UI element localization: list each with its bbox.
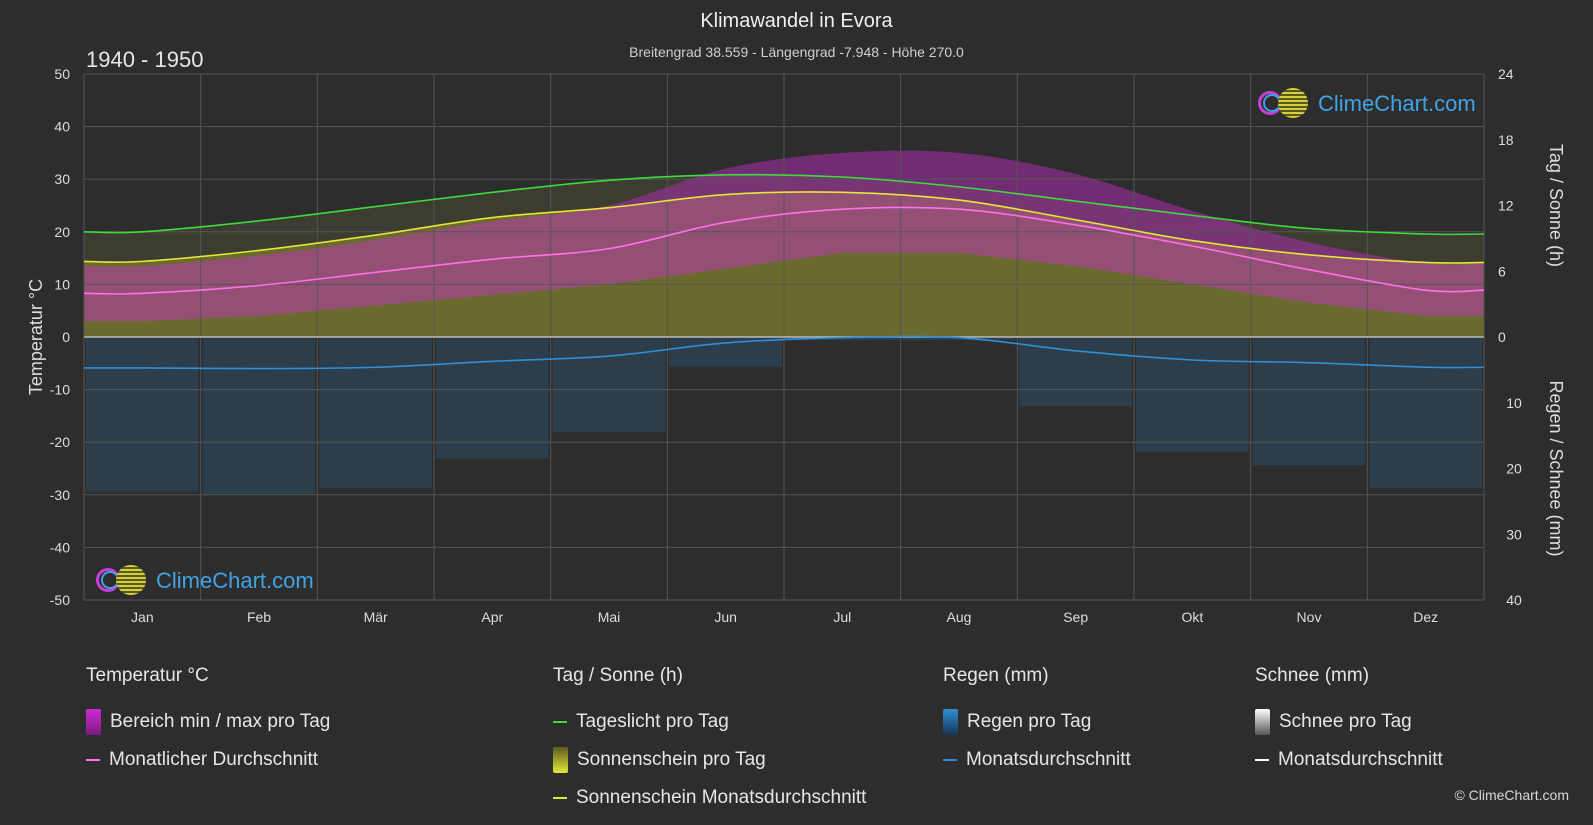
month-label: Feb	[247, 609, 271, 625]
snow-swatch	[1255, 709, 1270, 735]
month-label: Apr	[481, 609, 503, 625]
rain-bar	[1252, 337, 1366, 466]
right-hours-tick-label: 0	[1498, 329, 1506, 345]
legend-temperature: Temperatur °C Bereich min / max pro Tag …	[86, 665, 330, 779]
month-label: Aug	[947, 609, 972, 625]
left-tick-label: 20	[54, 224, 70, 240]
legend-sun: Tag / Sonne (h) Tageslicht pro Tag Sonne…	[553, 665, 866, 817]
rain-bar	[786, 337, 899, 341]
legend-label: Sonnenschein Monatsdurchschnitt	[576, 787, 867, 808]
left-tick-label: 0	[62, 329, 70, 345]
month-label: Nov	[1297, 609, 1322, 625]
daylight-line	[83, 173, 1485, 236]
sunshine-avg-line	[83, 191, 1485, 264]
rain-avg-line	[83, 335, 1485, 370]
period-label: 1940 - 1950	[86, 47, 204, 72]
rain-bar	[1369, 337, 1482, 489]
rain-bar	[902, 337, 1016, 341]
left-axis-title: Temperatur °C	[26, 279, 46, 395]
right-axis-title-top: Tag / Sonne (h)	[1546, 144, 1566, 267]
right-precip-tick-label: 20	[1506, 461, 1522, 477]
logo-bottom: ClimeChart.com	[96, 565, 314, 597]
logo-icon	[1258, 88, 1312, 120]
right-hours-tick-label: 18	[1498, 132, 1514, 148]
left-tick-label: 30	[54, 171, 70, 187]
legend-item-range: Bereich min / max pro Tag	[86, 703, 330, 741]
snow-avg-swatch	[1255, 759, 1269, 761]
left-tick-label: -30	[50, 487, 70, 503]
month-label: Dez	[1413, 609, 1438, 625]
month-label: Jul	[833, 609, 851, 625]
month-label: Mai	[598, 609, 621, 625]
chart-subtitle: Breitengrad 38.559 - Längengrad -7.948 -…	[629, 44, 964, 60]
legend-label: Schnee pro Tag	[1279, 711, 1412, 732]
month-label: Sep	[1063, 609, 1088, 625]
axes-layer: 50 40 30 20 10 0 -10 -20 -30 -40 -50 24 18 12 6 0 10 20 30…	[26, 66, 1566, 625]
sunavg-swatch	[553, 797, 567, 799]
legend-label: Sonnenschein pro Tag	[577, 749, 766, 770]
legend-label: Monatsdurchschnitt	[1278, 749, 1443, 770]
legend-snow: Schnee (mm) Schnee pro Tag Monatsdurchsc…	[1255, 665, 1443, 779]
rain-avg-swatch	[943, 759, 957, 761]
grid-layer	[83, 73, 1485, 601]
legend-label: Bereich min / max pro Tag	[110, 711, 331, 732]
legend-rain: Regen (mm) Regen pro Tag Monatsdurchschn…	[943, 665, 1131, 779]
logo-text: ClimeChart.com	[1318, 91, 1476, 116]
rain-bar	[436, 337, 549, 459]
legend-title: Tag / Sonne (h)	[553, 665, 683, 686]
sunshine-swatch	[553, 747, 568, 773]
right-axis-title-bottom: Regen / Schnee (mm)	[1546, 380, 1566, 556]
month-label: Jan	[131, 609, 154, 625]
legend-label: Regen pro Tag	[967, 711, 1092, 732]
legend-item-rain-avg: Monatsdurchschnitt	[943, 741, 1131, 779]
legend-item-snow-avg: Monatsdurchschnitt	[1255, 741, 1443, 779]
legend-title: Temperatur °C	[86, 665, 209, 686]
left-tick-label: -40	[50, 539, 70, 555]
right-hours-tick-label: 12	[1498, 198, 1514, 214]
left-tick-label: 10	[54, 276, 70, 292]
month-label: Mär	[364, 609, 388, 625]
left-tick-label: -50	[50, 592, 70, 608]
legend-item-snow-day: Schnee pro Tag	[1255, 703, 1443, 741]
left-tick-label: 50	[54, 66, 70, 82]
left-tick-label: 40	[54, 119, 70, 135]
left-tick-label: -20	[50, 434, 70, 450]
temp-avg-line	[83, 206, 1485, 295]
right-hours-tick-label: 24	[1498, 66, 1514, 82]
rain-bar	[1136, 337, 1249, 453]
rain-bar	[319, 337, 432, 489]
right-precip-tick-label: 30	[1506, 526, 1522, 542]
right-hours-tick-label: 6	[1498, 263, 1506, 279]
temp-avg-swatch	[86, 759, 100, 761]
rain-bar	[202, 337, 316, 495]
daylight-swatch	[553, 721, 567, 723]
legend-title: Regen (mm)	[943, 665, 1049, 686]
range-swatch	[86, 709, 101, 735]
legend-title: Schnee (mm)	[1255, 665, 1370, 686]
month-label: Jun	[714, 609, 737, 625]
copyright: © ClimeChart.com	[1454, 787, 1569, 803]
right-precip-tick-label: 10	[1506, 395, 1522, 411]
legend-item-sunavg: Sonnenschein Monatsdurchschnitt	[553, 779, 866, 817]
lines-layer	[83, 173, 1485, 370]
legend-label: Monatlicher Durchschnitt	[109, 749, 319, 770]
month-label: Okt	[1181, 609, 1203, 625]
legend-item-sunshine: Sonnenschein pro Tag	[553, 741, 866, 779]
rain-bar	[669, 337, 782, 367]
rain-swatch	[943, 709, 958, 735]
legend-item-daylight: Tageslicht pro Tag	[553, 703, 866, 741]
logo-text: ClimeChart.com	[156, 568, 314, 593]
logo-icon	[96, 565, 150, 597]
rain-bar	[86, 337, 199, 492]
legend-label: Tageslicht pro Tag	[576, 711, 729, 732]
legend-label: Monatsdurchschnitt	[966, 749, 1131, 770]
legend-item-temp-avg: Monatlicher Durchschnitt	[86, 741, 330, 779]
legend-item-rain-day: Regen pro Tag	[943, 703, 1131, 741]
right-precip-tick-label: 40	[1506, 592, 1522, 608]
rain-bar	[1019, 337, 1132, 407]
chart-title: Klimawandel in Evora	[700, 10, 893, 32]
left-tick-label: -10	[50, 382, 70, 398]
logo-top: ClimeChart.com	[1258, 88, 1476, 120]
